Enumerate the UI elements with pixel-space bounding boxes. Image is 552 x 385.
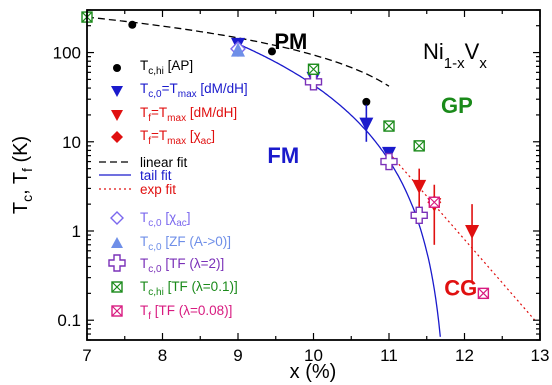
- x-tick-label: 12: [455, 346, 474, 365]
- y-tick-label: 100: [53, 44, 81, 63]
- compound-sub1: 1-x: [444, 55, 465, 72]
- data-point: [309, 64, 319, 74]
- x-tick-label: 8: [158, 346, 167, 365]
- data-point: [128, 21, 136, 29]
- compound-sub2: x: [479, 55, 487, 72]
- x-tick-label: 7: [82, 346, 91, 365]
- x-tick-label: 13: [531, 346, 550, 365]
- region-label-fm: FM: [267, 143, 299, 168]
- data-point: [362, 98, 370, 106]
- data-point: [414, 141, 424, 151]
- data-point: [429, 197, 439, 207]
- x-tick-label: 9: [233, 346, 242, 365]
- x-tick-label: 11: [380, 346, 398, 365]
- compound-mid: V: [465, 39, 480, 64]
- compound-base: Ni: [423, 39, 444, 64]
- data-point: [384, 121, 394, 131]
- y-axis-title: Tc, Tf (K): [10, 136, 35, 214]
- data-point: [478, 288, 488, 298]
- y-tick-label: 1: [72, 222, 81, 241]
- svg-text:Tc, Tf (K): Tc, Tf (K): [10, 136, 35, 214]
- svg-text:exp fit: exp fit: [140, 182, 176, 197]
- region-label-gp: GP: [441, 93, 473, 118]
- region-label-pm: PM: [274, 29, 307, 54]
- x-axis-title: x (%): [290, 361, 337, 383]
- y-tick-label: 10: [62, 133, 81, 152]
- region-label-cg: CG: [444, 275, 477, 300]
- y-tick-label: 0.1: [57, 311, 81, 330]
- svg-text:tail fit: tail fit: [140, 168, 172, 183]
